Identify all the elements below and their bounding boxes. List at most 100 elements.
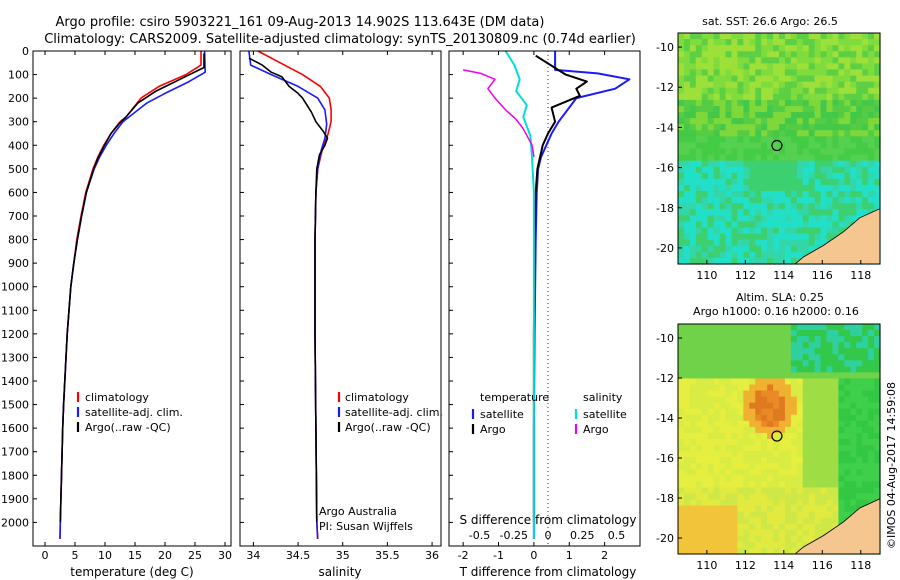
m-sla-cell [838, 457, 845, 464]
m-sst-cell [761, 124, 768, 131]
m-sst-cell [707, 69, 715, 77]
m-sst-cell [737, 227, 744, 235]
m-sla-cell [844, 324, 851, 331]
m-sla-cell [820, 469, 828, 476]
m-sst-cell [844, 118, 851, 125]
m-sst-cell [820, 57, 828, 64]
m-sla-cell [689, 348, 697, 355]
m-sla-cell [796, 499, 804, 507]
m-sla-cell [874, 366, 881, 374]
m-sst-cell [773, 154, 780, 162]
m-sst-cell [678, 245, 685, 253]
m-sst-cell [773, 63, 780, 71]
m-sst-cell [713, 233, 721, 241]
m-sst-cell [707, 45, 715, 52]
m-sst-cell [743, 81, 750, 89]
m-sst-cell [802, 45, 810, 52]
m-sst-cell [838, 203, 845, 210]
m-sla-cell [796, 408, 804, 416]
m-sst-cell [826, 45, 834, 52]
m-sst-cell [773, 33, 780, 40]
m-sst-cell [784, 142, 792, 150]
m-sla-cell [719, 348, 727, 355]
m-sst-cell [862, 178, 869, 186]
m-sst-cell [707, 81, 715, 89]
m-sst-cell [874, 172, 881, 180]
m-sla-cell [796, 378, 804, 386]
m-sla-cell [844, 463, 851, 470]
m-sst-cell [725, 57, 733, 64]
difference-legend-label-0: satellite [480, 408, 524, 421]
m-sla-cell [779, 372, 786, 380]
m-sla-cell [767, 457, 774, 464]
m-sla-cell [707, 396, 715, 404]
m-sla-cell [761, 547, 768, 555]
m-sst-cell [701, 87, 709, 95]
m-sla-cell [784, 505, 792, 513]
m-sst-cell [784, 257, 792, 265]
m-sst-cell [743, 33, 750, 40]
m-sla-cell [820, 336, 828, 343]
m-sst-cell [796, 245, 804, 253]
m-sst-cell [713, 33, 721, 40]
m-sst-cell [850, 105, 857, 113]
m-sst-cell [814, 45, 822, 52]
m-sst-cell [790, 184, 798, 192]
m-sst-cell [838, 154, 845, 162]
m-sst-cell [749, 130, 756, 137]
m-sst-cell [719, 75, 727, 83]
m-sst-cell [856, 197, 863, 204]
m-sst-cell [689, 87, 697, 95]
m-sla-cell [731, 505, 739, 513]
m-sst-cell [784, 191, 792, 198]
m-sst-cell [683, 33, 691, 40]
m-sst-cell [779, 130, 786, 137]
m-sst-cell [767, 75, 774, 83]
m-sla-cell [737, 366, 744, 374]
m-sla-cell [695, 457, 703, 464]
m-sla-cell [755, 499, 762, 507]
m-sla-cell [826, 487, 834, 495]
m-sst-cell [874, 93, 881, 101]
m-sst-cell [767, 33, 774, 40]
m-sst-cell [856, 118, 863, 125]
m-sst-cell [796, 87, 804, 95]
m-sla-cell [719, 451, 727, 458]
m-sla-cell [779, 481, 786, 489]
m-sst-cell [731, 203, 739, 210]
m-sst-cell [856, 93, 863, 101]
m-sst-cell [850, 118, 857, 125]
m-sla-cell [755, 378, 762, 386]
p-temp-xtick-label-4: 20 [158, 549, 172, 562]
m-sla-cell [761, 420, 768, 428]
m-sst-cell [796, 215, 804, 223]
p-diff-series-1 [532, 54, 588, 523]
m-sst-cell [755, 148, 762, 156]
m-sla-cell [725, 457, 733, 464]
m-sla-cell [832, 499, 840, 507]
m-sla-cell [719, 439, 727, 446]
m-sla-xtick-label-3: 116 [812, 559, 833, 572]
m-sla-cell [683, 408, 691, 416]
m-sst-cell [790, 33, 798, 40]
m-sla-argo-marker [771, 430, 783, 442]
m-sst-cell [683, 197, 691, 204]
m-sla-cell [808, 360, 816, 367]
m-sst-cell [707, 124, 715, 131]
m-sla-cell [701, 378, 709, 386]
m-sla-cell [761, 342, 768, 349]
m-sst-ytick-label-1: -12 [656, 81, 674, 94]
m-sst-cell [790, 45, 798, 52]
m-sla-cell [713, 547, 721, 555]
m-sla-cell [868, 481, 875, 489]
m-sla-cell [719, 517, 727, 525]
m-sst-cell [701, 160, 709, 168]
salinity-panel: 34 34.5 35 35.5 36 salinity climatologysatel… [239, 50, 443, 579]
m-sst-cell [725, 209, 733, 216]
m-sst-cell [743, 178, 750, 186]
m-sla-cell [802, 523, 810, 531]
m-sst-cell [707, 51, 715, 58]
m-sla-cell [731, 493, 739, 501]
m-sla-cell [850, 420, 857, 428]
m-sst-cell [761, 81, 768, 89]
